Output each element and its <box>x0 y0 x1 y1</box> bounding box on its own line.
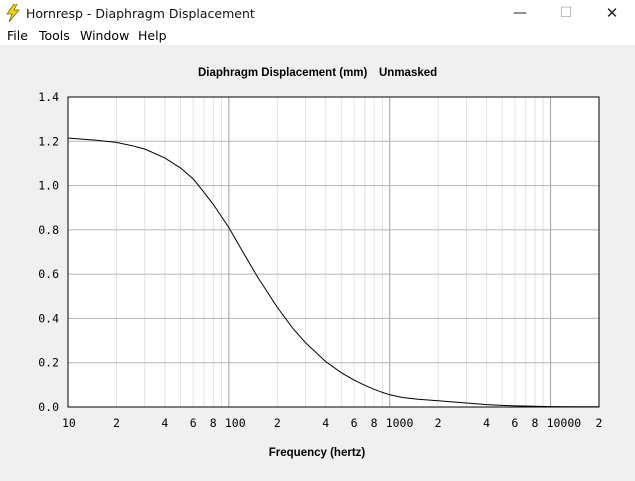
x-tick-label: 6 <box>511 416 518 430</box>
series-line <box>67 137 600 408</box>
window-title: Hornresp - Diaphragm Displacement <box>26 6 255 21</box>
y-tick-label: 1.2 <box>38 134 59 148</box>
maximize-icon: ☐ <box>559 5 573 21</box>
chart-subtitle: Unmasked <box>379 67 437 79</box>
x-tick-label: 4 <box>483 416 490 430</box>
y-tick-label: 1.4 <box>38 90 59 104</box>
chart-title: Diaphragm Displacement (mm) <box>198 67 368 79</box>
lightning-bolt-icon <box>6 4 20 22</box>
x-tick-label: 4 <box>322 416 329 430</box>
x-tick-label: 8 <box>532 416 539 430</box>
x-tick-label: 6 <box>351 416 358 430</box>
x-tick-label: 10 <box>62 416 76 430</box>
x-tick-labels: 10 2 4 6 8 100 2 4 6 8 1000 2 4 6 8 10000 2 <box>62 416 602 430</box>
minimize-button[interactable]: — <box>497 0 543 26</box>
y-tick-label: 0.6 <box>38 267 59 281</box>
x-tick-label: 4 <box>161 416 168 430</box>
plot-background <box>68 97 599 407</box>
x-tick-label: 1000 <box>386 416 414 430</box>
x-axis-title: Frequency (hertz) <box>269 447 366 459</box>
x-tick-label: 2 <box>274 416 281 430</box>
y-tick-label: 1.0 <box>38 179 59 193</box>
close-button[interactable]: ✕ <box>589 0 635 26</box>
grid-lines <box>68 97 599 407</box>
x-tick-label: 2 <box>596 416 603 430</box>
y-tick-label: 0.8 <box>38 223 59 237</box>
x-tick-label: 2 <box>113 416 120 430</box>
y-tick-labels: 0.0 0.2 0.4 0.6 0.8 1.0 1.2 1.4 <box>38 90 59 414</box>
x-tick-label: 10000 <box>547 416 582 430</box>
x-tick-label: 100 <box>225 416 246 430</box>
maximize-button[interactable]: ☐ <box>543 0 589 26</box>
menu-tools[interactable]: Tools <box>39 28 70 43</box>
close-icon: ✕ <box>605 4 619 22</box>
displacement-chart: Diaphragm Displacement (mm) Unmasked 0.0… <box>38 67 602 459</box>
menu-bar: File Tools Window Help <box>0 26 635 45</box>
y-tick-label: 0.2 <box>38 356 59 370</box>
minimize-icon: — <box>513 5 527 21</box>
menu-window[interactable]: Window <box>80 28 130 43</box>
y-tick-label: 0.0 <box>38 400 59 414</box>
chart-area: Diaphragm Displacement (mm) Unmasked 0.0… <box>0 45 635 477</box>
x-tick-label: 8 <box>210 416 217 430</box>
menu-file[interactable]: File <box>7 28 28 43</box>
x-tick-label: 8 <box>371 416 378 430</box>
x-tick-label: 2 <box>435 416 442 430</box>
plot-frame <box>67 96 600 408</box>
x-tick-label: 6 <box>190 416 197 430</box>
title-bar[interactable]: Hornresp - Diaphragm Displacement — ☐ ✕ <box>0 0 635 26</box>
y-tick-label: 0.4 <box>38 311 59 325</box>
menu-help[interactable]: Help <box>138 28 167 43</box>
